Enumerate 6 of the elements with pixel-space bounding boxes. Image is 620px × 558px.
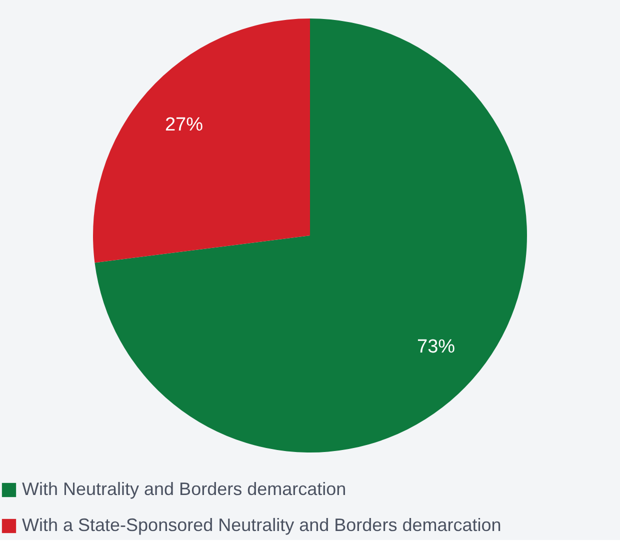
legend-label: With Neutrality and Borders demarcation	[22, 479, 346, 499]
pie-slice	[93, 18, 310, 263]
legend-label: With a State-Sponsored Neutrality and Borders demarcation	[22, 515, 502, 535]
pie-slice	[94, 18, 527, 452]
data-label: 73%	[417, 336, 456, 358]
data-label: 27%	[164, 114, 204, 136]
